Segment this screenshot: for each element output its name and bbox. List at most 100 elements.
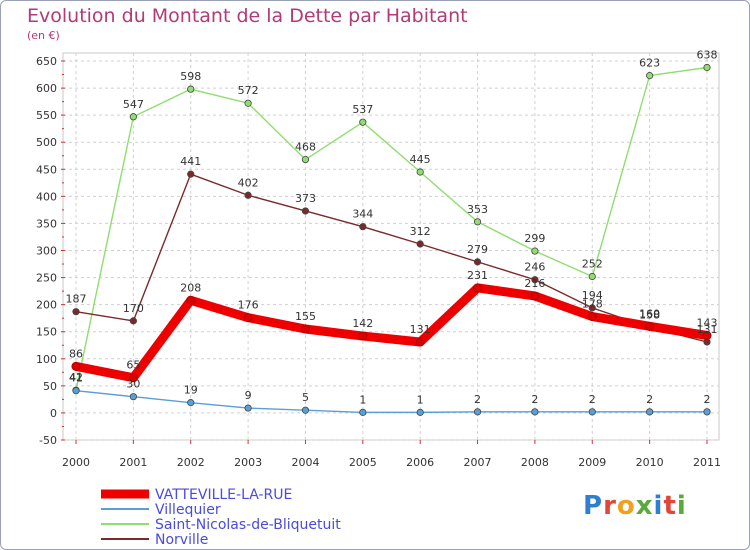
data-point	[473, 258, 482, 266]
data-label: 158	[639, 308, 660, 321]
data-point	[72, 308, 80, 316]
data-label: 216	[524, 277, 545, 290]
y-tick-label: 100	[36, 353, 57, 366]
legend: VATTEVILLE-LA-RUEVillequierSaint-Nicolas…	[101, 487, 341, 548]
data-label: 143	[697, 317, 718, 330]
data-label: 194	[582, 289, 603, 302]
logo-letter: t	[663, 491, 677, 521]
chart-unit: (en €)	[27, 29, 60, 42]
data-point	[415, 337, 425, 347]
plot-area	[62, 52, 720, 441]
data-label: 312	[410, 225, 431, 238]
data-point	[703, 63, 711, 72]
data-label: 2	[589, 393, 596, 406]
data-point	[588, 408, 596, 416]
data-label: 2	[646, 393, 653, 406]
data-point	[531, 276, 539, 284]
x-tick-label: 2003	[234, 456, 262, 469]
data-point	[359, 223, 367, 231]
y-tick-label: 50	[43, 380, 57, 393]
data-point	[187, 170, 195, 178]
data-point	[243, 313, 253, 323]
data-point	[128, 373, 138, 383]
legend-label: Saint-Nicolas-de-Bliquetuit	[155, 517, 341, 533]
data-label: 142	[352, 317, 373, 330]
data-point	[473, 408, 482, 416]
data-point	[244, 99, 252, 107]
series-lines	[71, 63, 712, 416]
data-point	[416, 408, 424, 416]
legend-label: Villequier	[155, 502, 221, 518]
data-label: 160	[639, 307, 660, 320]
data-label: 86	[69, 347, 83, 360]
data-point	[129, 393, 137, 401]
data-label: 231	[467, 269, 488, 282]
data-point	[72, 387, 80, 395]
y-tick-label: 450	[36, 163, 57, 176]
data-point	[530, 291, 540, 301]
data-label: 572	[238, 84, 259, 97]
y-tick-label: 600	[36, 82, 57, 95]
data-point	[301, 155, 310, 164]
data-label: 1	[417, 393, 424, 406]
series-line	[71, 283, 712, 383]
y-tick-label: 250	[36, 272, 57, 285]
data-label: 344	[352, 208, 373, 221]
data-point	[588, 304, 596, 312]
logo-letter: i	[653, 491, 664, 521]
proxiti-logo: Proxiti	[583, 491, 687, 521]
y-tick-label: 400	[36, 190, 57, 203]
x-tick-label: 2005	[349, 456, 377, 469]
data-label: 402	[238, 176, 259, 189]
x-tick-label: 2001	[119, 456, 147, 469]
data-point	[702, 331, 712, 340]
data-point	[587, 312, 597, 321]
grid-lines	[62, 52, 720, 441]
legend-label: Norville	[155, 532, 208, 548]
data-point	[244, 191, 252, 199]
data-point	[187, 85, 195, 93]
data-label: 598	[180, 70, 201, 83]
data-point	[301, 406, 310, 414]
y-tick-label: 550	[36, 109, 57, 122]
data-point	[187, 399, 195, 407]
data-point	[531, 408, 539, 416]
data-label: 638	[697, 48, 718, 61]
chart-title: Evolution du Montant de la Dette par Hab…	[27, 5, 468, 27]
data-point	[71, 361, 81, 371]
data-label: 2	[704, 393, 711, 406]
data-label: 353	[467, 203, 488, 216]
data-label: 30	[126, 378, 140, 391]
data-label: 441	[180, 155, 201, 168]
data-label: 2	[474, 393, 481, 406]
data-point	[129, 113, 137, 121]
logo-letter: P	[583, 491, 604, 521]
data-point	[301, 324, 310, 334]
data-label: 246	[524, 261, 545, 274]
data-label: 2	[531, 393, 538, 406]
data-label: 1	[359, 393, 366, 406]
logo-letter: i	[676, 491, 687, 521]
data-label: 373	[295, 192, 316, 205]
data-point	[645, 321, 655, 331]
y-tick-label: 350	[36, 217, 57, 230]
data-point	[588, 272, 596, 281]
y-tick-label: 650	[36, 55, 57, 68]
data-label: 623	[639, 57, 660, 70]
legend-label: VATTEVILLE-LA-RUE	[155, 487, 292, 503]
data-label: 65	[126, 359, 140, 372]
data-label: 131	[410, 323, 431, 336]
data-point	[416, 240, 424, 248]
data-label: 468	[295, 141, 316, 154]
data-label: 5	[302, 391, 309, 404]
data-label: 299	[524, 232, 545, 245]
data-label: 41	[69, 372, 83, 385]
data-point	[531, 247, 539, 255]
data-point	[186, 295, 196, 305]
data-label: 547	[123, 98, 144, 111]
data-point	[473, 283, 482, 293]
data-point	[646, 72, 654, 80]
x-tick-label: 2006	[406, 456, 434, 469]
